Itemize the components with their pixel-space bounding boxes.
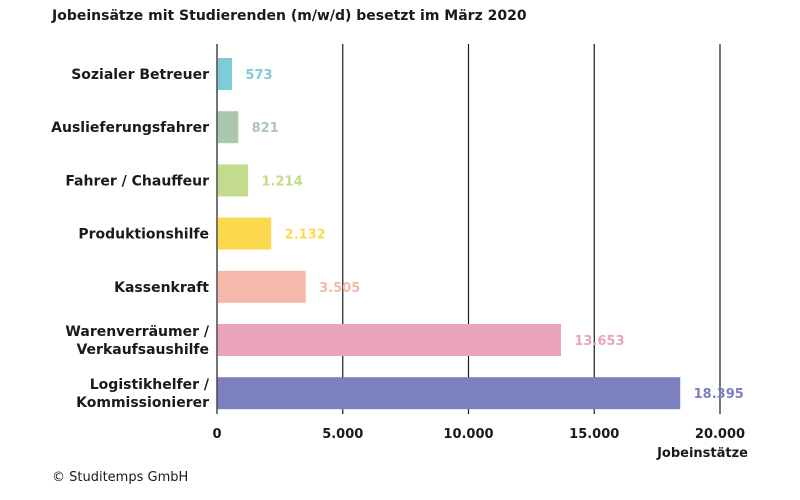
category-label: Warenverräumer /	[65, 324, 209, 340]
bar	[217, 324, 561, 356]
bar	[217, 111, 239, 144]
category-label: Sozialer Betreuer	[71, 67, 209, 83]
value-label: 2.132	[285, 228, 326, 243]
x-tick-label: 10.000	[443, 427, 493, 442]
category-label: Fahrer / Chauffeur	[65, 173, 209, 189]
x-tick-label: 0	[212, 427, 221, 442]
x-tick-label: 5.000	[322, 427, 363, 442]
value-label: 1.214	[262, 174, 303, 189]
value-label: 573	[245, 68, 272, 83]
category-label: Kassenkraft	[114, 280, 209, 296]
source-credit: © Studitemps GmbH	[52, 470, 189, 485]
category-labels: Sozialer Betreuer Auslieferungsfahrer Fahr…	[51, 67, 210, 411]
bar	[217, 270, 306, 303]
x-tick-label: 20.000	[695, 427, 745, 442]
bar	[217, 377, 681, 410]
bar	[217, 164, 249, 197]
value-label: 13.653	[574, 334, 624, 349]
x-axis-label: Jobeinstätze	[656, 446, 748, 461]
category-label: Produktionshilfe	[78, 227, 209, 243]
value-label: 3.505	[319, 281, 360, 296]
category-label: Verkaufsaushilfe	[76, 342, 209, 358]
bars	[217, 58, 681, 410]
bar	[217, 58, 233, 90]
value-labels: 573 821 1.214 2.132 3.505 13.653 18.395	[245, 68, 743, 402]
bar	[217, 217, 272, 250]
x-tick-label: 15.000	[569, 427, 619, 442]
category-label: Auslieferungsfahrer	[51, 120, 209, 136]
category-label: Kommissionierer	[76, 395, 209, 411]
value-label: 18.395	[694, 387, 744, 402]
chart-title: Jobeinsätze mit Studierenden (m/w/d) bes…	[52, 8, 527, 24]
x-tick-labels: 0 5.000 10.000 15.000 20.000	[212, 427, 745, 442]
value-label: 821	[252, 121, 279, 136]
category-label: Logistikhelfer /	[90, 377, 210, 393]
